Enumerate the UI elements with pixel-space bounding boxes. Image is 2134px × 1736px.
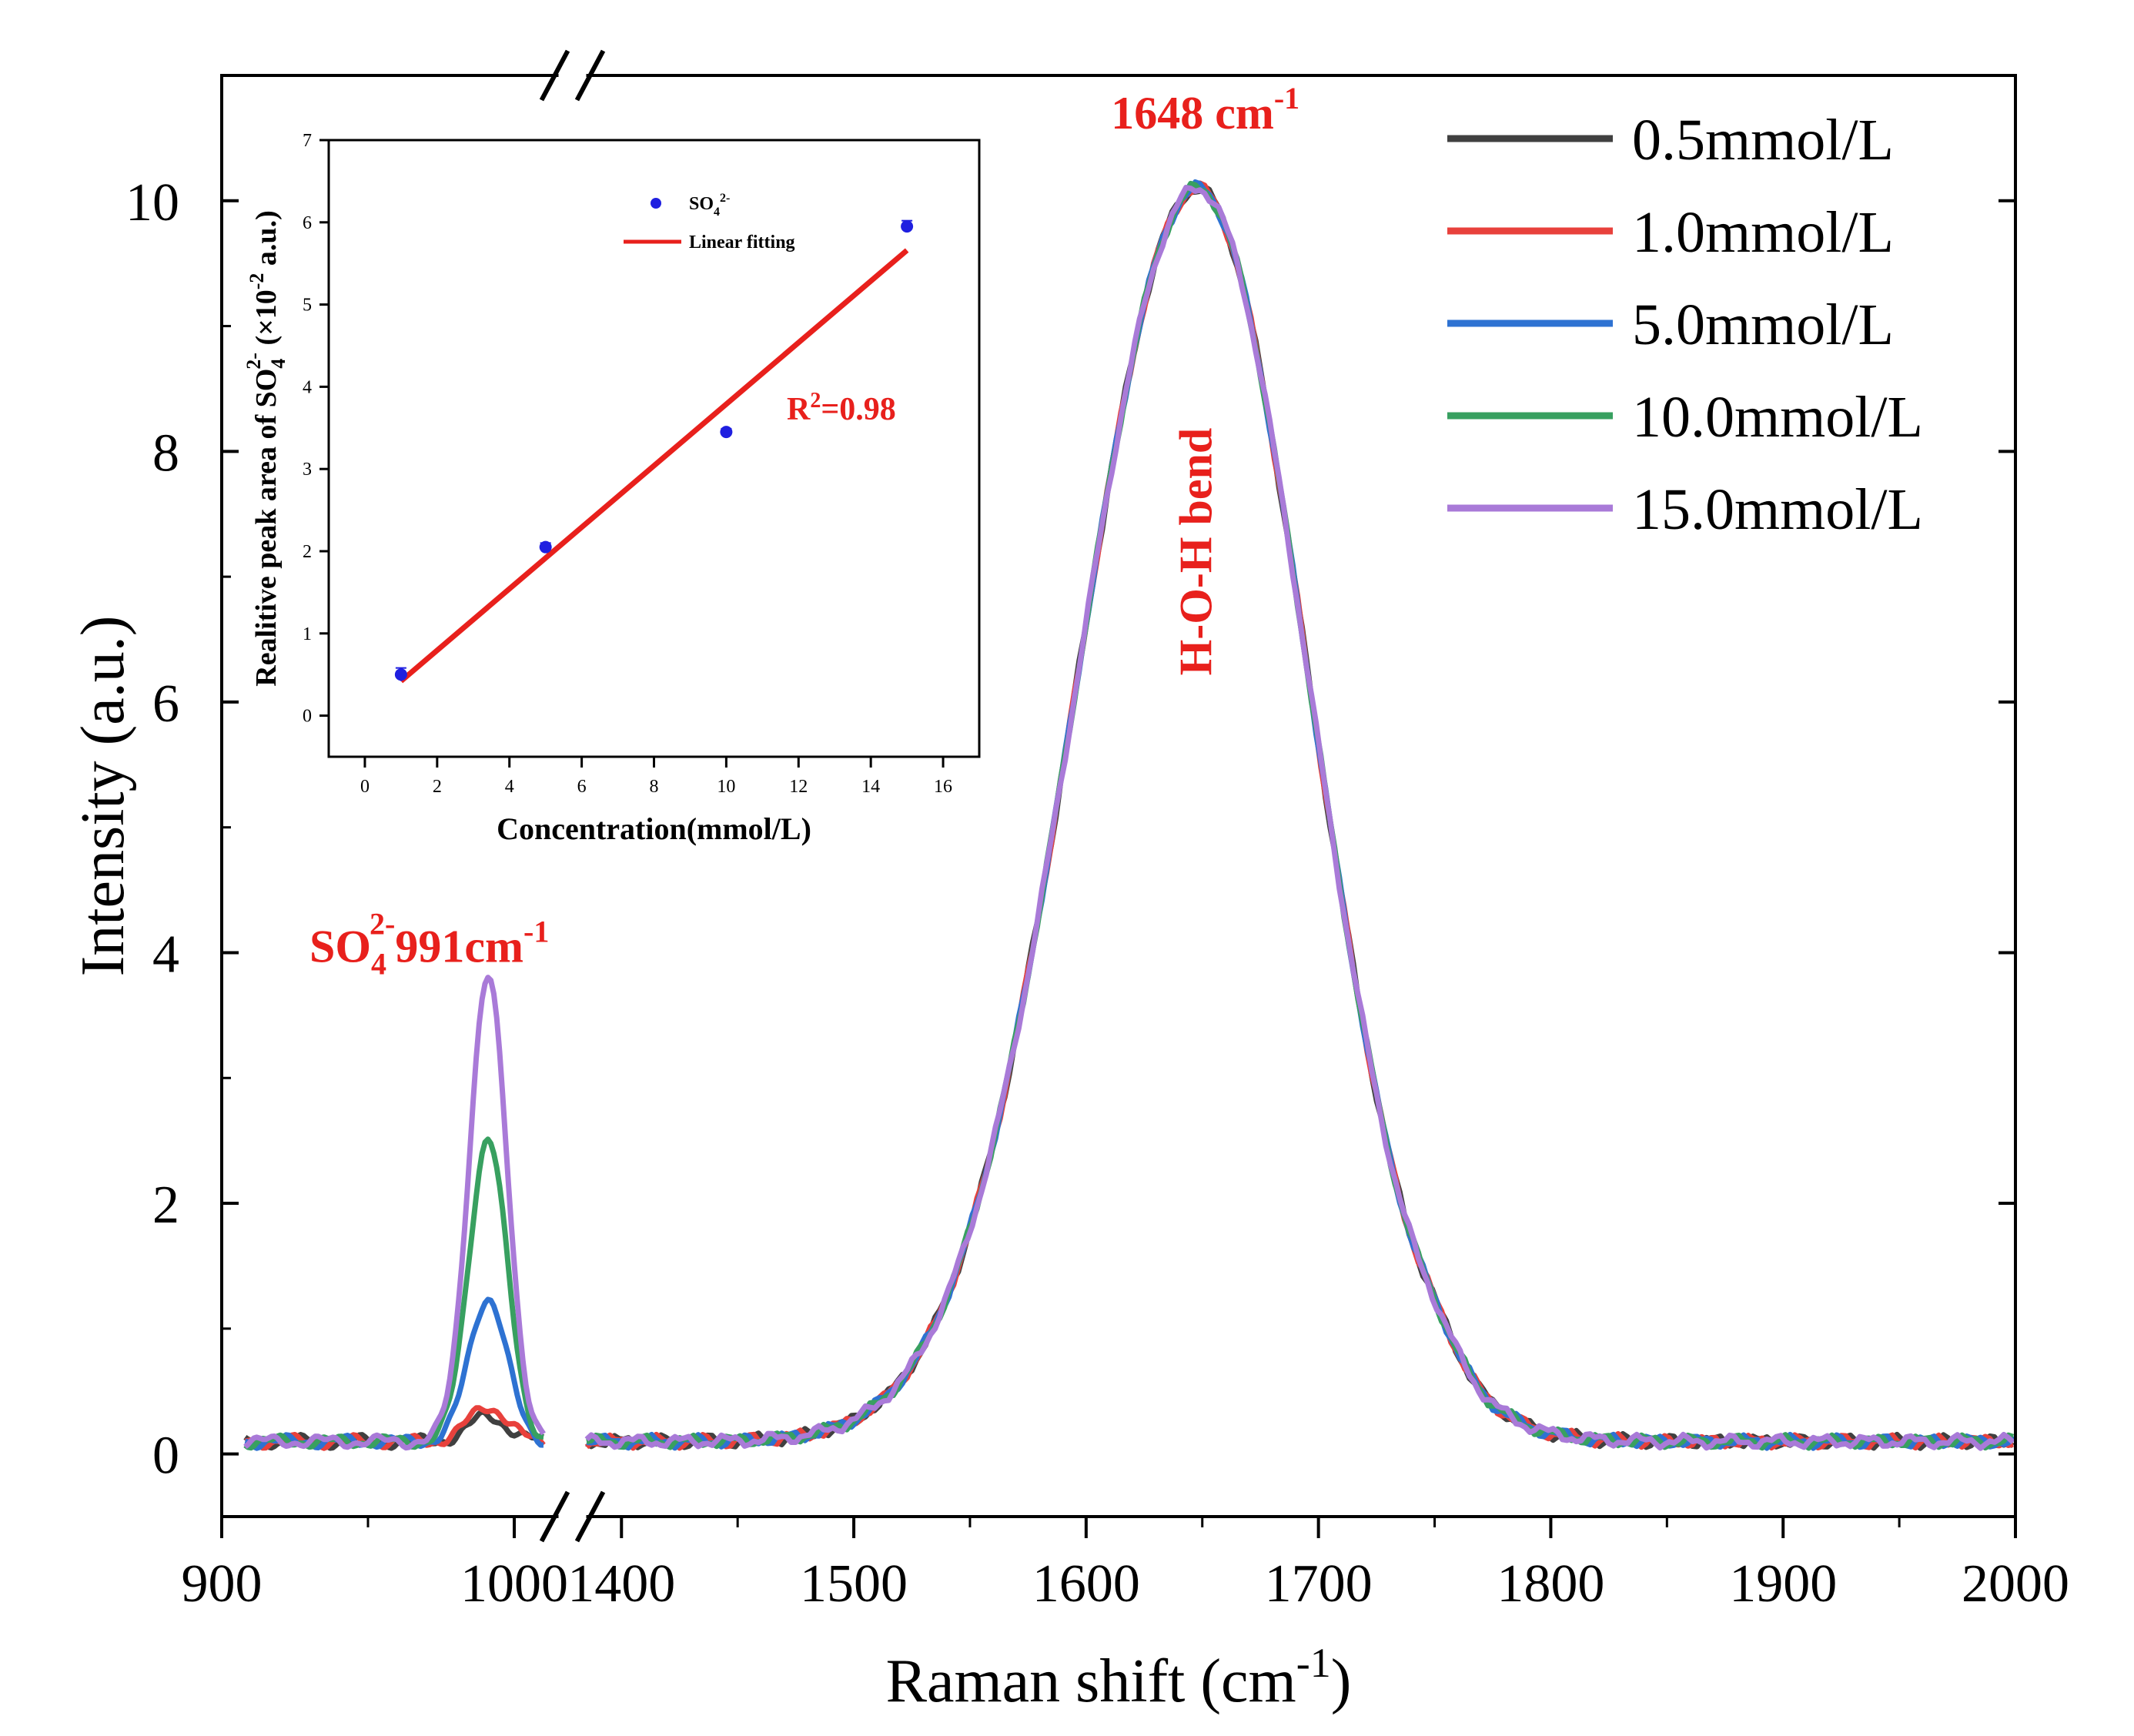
inset-data-point [720, 426, 733, 439]
series-line-sulfate-region [243, 1136, 544, 1451]
water-peak-annotation: 1648 cm-1 [1111, 81, 1299, 139]
inset-y-tick-label: 6 [303, 213, 312, 233]
inset-legend-points-label: SO42- [689, 192, 730, 219]
inset-legend: SO42- Linear fitting [624, 192, 795, 253]
legend-label: 10.0mmol/L [1632, 385, 1923, 450]
legend-label: 15.0mmol/L [1632, 477, 1923, 542]
x-tick-label: 1600 [1032, 1554, 1140, 1614]
x-tick-label: 1700 [1265, 1554, 1373, 1614]
x-tick-label: 1800 [1497, 1554, 1604, 1614]
inset-background [329, 140, 979, 757]
inset-linear-fit [399, 248, 909, 684]
x-tick-label: 1900 [1729, 1554, 1837, 1614]
inset-data-point [901, 220, 914, 233]
axis-break-slash [574, 1490, 606, 1543]
inset-x-tick-label: 0 [360, 777, 370, 797]
series-line-sulfate-region [244, 1296, 544, 1451]
axis-break-gap [558, 1512, 587, 1521]
inset-x-tick-label: 10 [717, 777, 735, 797]
x-tick-label: 1500 [800, 1554, 908, 1614]
inset-axes-ticks [319, 139, 945, 768]
axis-break-slash [574, 49, 606, 102]
series-line-sulfate-region [243, 975, 546, 1451]
axis-break-slash [539, 1490, 570, 1543]
inset-legend-point-marker [651, 198, 661, 209]
inset-y-tick-label: 5 [303, 296, 312, 316]
legend-label: 0.5mmol/L [1632, 108, 1894, 172]
x-tick-label: 900 [182, 1554, 263, 1614]
y-tick-label: 0 [152, 1427, 179, 1486]
y-tick-label: 4 [152, 925, 179, 984]
inset-data-point [394, 668, 407, 681]
legend-label: 1.0mmol/L [1632, 200, 1894, 265]
sulfate-peak-annotation: SO42-991cm-1 [309, 906, 549, 981]
inset-x-tick-label: 6 [577, 777, 587, 797]
legend-label: 5.0mmol/L [1632, 293, 1894, 357]
legend: 0.5mmol/L 1.0mmol/L 5.0mmol/L 10.0mmol/L 15.… [1447, 108, 1923, 542]
x-axis-label: Raman shift (cm-1) [886, 1640, 1352, 1715]
inset-y-tick-label: 3 [303, 460, 312, 480]
inset-data-point [539, 540, 552, 554]
y-tick-label: 2 [152, 1176, 179, 1235]
inset-y-tick-label: 1 [303, 624, 312, 644]
x-tick-label: 1400 [567, 1554, 675, 1614]
inset-x-tick-label: 8 [650, 777, 659, 797]
inset-x-tick-label: 14 [861, 777, 880, 797]
inset-x-tick-label: 16 [934, 777, 952, 797]
inset-y-tick-label: 4 [303, 377, 312, 397]
hoh-bend-annotation: H-O-H bend [1171, 428, 1222, 676]
x-tick-label: 2000 [1962, 1554, 2069, 1614]
inset-y-tick-label: 2 [303, 542, 312, 562]
series-line-water-region [584, 185, 2015, 1451]
inset-y-axis-label: Realitive peak area of SO42- (×10-2 a.u.… [242, 210, 289, 686]
inset-y-tick-label: 0 [303, 707, 312, 727]
y-tick-label: 10 [125, 173, 179, 232]
inset-scatter-points [394, 219, 914, 681]
y-tick-label: 6 [152, 674, 179, 734]
inset-y-tick-label: 7 [303, 131, 312, 151]
inset-x-tick-label: 4 [505, 777, 514, 797]
axis-break-slash [539, 49, 570, 102]
x-tick-label: 1000 [460, 1554, 568, 1614]
y-axis-label: Intensity (a.u.) [69, 616, 137, 977]
r-squared-annotation: R2=0.98 [787, 389, 896, 427]
y-tick-label: 8 [152, 423, 179, 483]
axis-break-gap [558, 71, 587, 80]
inset-fit-line [399, 248, 909, 684]
inset-plot-frame [327, 139, 981, 758]
axis-break-marks [539, 49, 606, 1543]
inset-legend-fit-label: Linear fitting [689, 232, 795, 253]
inset-x-tick-label: 2 [433, 777, 442, 797]
main-plot-frame [220, 74, 2017, 1518]
inset-x-axis-label: Concentration(mmol/L) [497, 811, 811, 846]
main-series-lines [243, 179, 2015, 1451]
inset-x-tick-label: 12 [789, 777, 808, 797]
